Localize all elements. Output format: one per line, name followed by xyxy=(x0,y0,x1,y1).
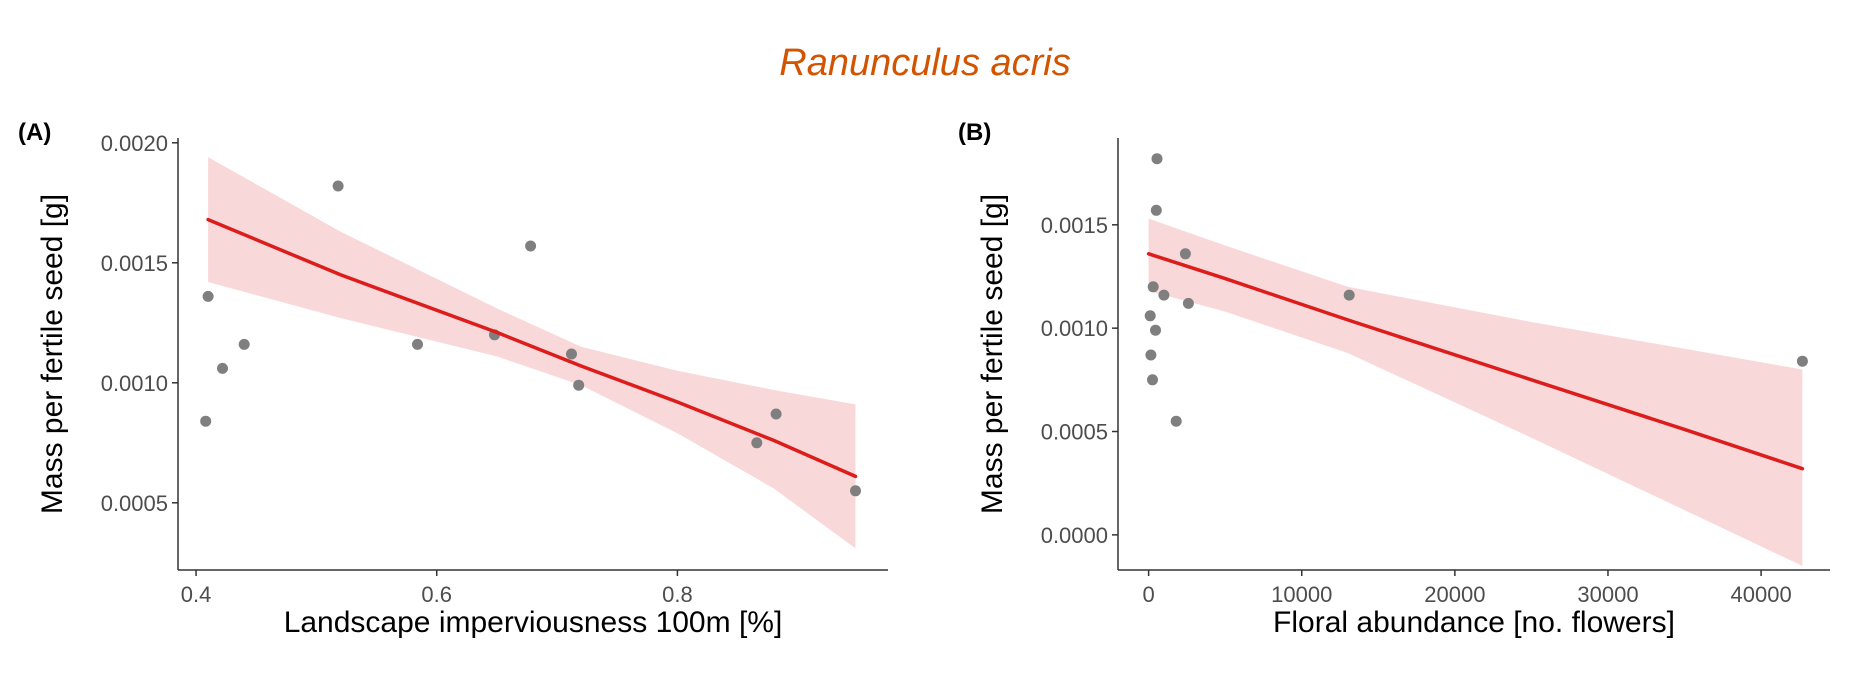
panel-a-y-tick-label: 0.0015 xyxy=(101,251,168,276)
panel-b-y-axis-label: Mass per fertile seed [g] xyxy=(976,194,1009,514)
panel-b-data-point xyxy=(1158,289,1170,301)
panel-b-label: (B) xyxy=(958,119,991,146)
panel-b-data-point xyxy=(1150,204,1162,216)
panel-a-data-point xyxy=(566,348,577,360)
panel-a-label: (A) xyxy=(18,119,51,146)
panel-b-confidence-band xyxy=(1148,218,1803,566)
panel-a-fit-line xyxy=(206,217,858,479)
panel-a-confidence-band xyxy=(208,157,856,549)
panel-a-y-axis-label: Mass per fertile seed [g] xyxy=(36,194,69,514)
panel-a-data-point xyxy=(412,338,423,350)
panel-a-y-tick-label: 0.0020 xyxy=(101,131,168,156)
panel-a-data-point xyxy=(525,240,537,252)
panel-a-chart: 0.0005 0.0010 0.0015 0.0020 0.4 0.6 0.8Landsca… xyxy=(18,119,888,639)
panel-b-x-tick-label: 10000 xyxy=(1271,582,1332,607)
panel-a-y-tick-label: 0.0010 xyxy=(101,371,168,396)
panel-a-x-tick-label: 0.4 xyxy=(181,582,212,607)
panel-a-y-tick-label: 0.0005 xyxy=(101,491,168,516)
panel-a-data-point xyxy=(332,180,344,192)
panel-b-data-point xyxy=(1151,153,1163,165)
figure-title: Ranunculus acris xyxy=(779,42,1071,84)
panel-b-chart: 0.0000 0.0005 0.0010 0.0015 0 10000 20000 30000… xyxy=(958,119,1830,639)
panel-a-data-point xyxy=(573,379,585,391)
panel-b-data-point xyxy=(1796,355,1808,367)
panel-b-x-tick-label: 40000 xyxy=(1731,582,1792,607)
panel-b-fit-line xyxy=(1146,252,1805,471)
panel-a-x-axis-label: Landscape imperviousness 100m [%] xyxy=(284,606,783,639)
panel-a-x-tick-label: 0.6 xyxy=(421,582,452,607)
panel-b-data-point xyxy=(1170,415,1182,427)
panel-b-data-point xyxy=(1145,349,1157,361)
panel-b-data-point xyxy=(1147,281,1159,293)
panel-b-y-tick-label: 0.0015 xyxy=(1041,213,1108,238)
panel-a-data-point xyxy=(200,415,212,427)
panel-a-data-point xyxy=(238,338,250,350)
panel-a-data-point xyxy=(770,408,782,420)
panel-a-data-point xyxy=(751,437,763,449)
panel-b-y-tick-label: 0.0005 xyxy=(1041,420,1108,445)
panel-b-data-point xyxy=(1179,248,1191,260)
panel-b-data-point xyxy=(1343,289,1355,301)
panel-a-data-point xyxy=(850,485,861,497)
panel-a-data-point xyxy=(202,290,214,302)
panel-b-y-tick-label: 0.0000 xyxy=(1041,523,1108,548)
panel-b-x-tick-label: 20000 xyxy=(1424,582,1485,607)
panel-b-x-axis-label: Floral abundance [no. flowers] xyxy=(1273,606,1675,639)
panel-b-y-tick-label: 0.0010 xyxy=(1041,316,1108,341)
panel-b-data-point xyxy=(1147,374,1158,386)
panel-b-x-tick-label: 0 xyxy=(1142,582,1154,607)
panel-b-data-point xyxy=(1182,297,1194,309)
panel-b-data-point xyxy=(1150,324,1161,336)
panel-b-data-point xyxy=(1144,310,1156,322)
panel-a-data-point xyxy=(217,362,228,374)
panel-a-x-tick-label: 0.8 xyxy=(662,582,693,607)
panel-b-x-tick-label: 30000 xyxy=(1577,582,1638,607)
